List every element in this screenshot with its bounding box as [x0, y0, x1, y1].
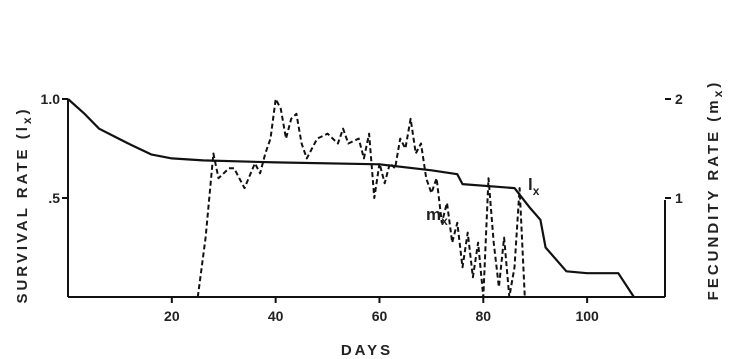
ticks-layer: 20 40 60 80 100 .5 1.0 1 2 — [41, 91, 683, 324]
left-y-tick-label-1: 1.0 — [41, 91, 61, 107]
left-y-tick-label-0: .5 — [48, 190, 60, 206]
fecundity-series-label-sub: x — [441, 214, 448, 228]
x-tick-label-60: 60 — [372, 308, 388, 324]
left-y-axis-title-sub: x — [20, 114, 34, 124]
fecundity-rate-line — [196, 98, 526, 298]
survival-series-label-sub: x — [533, 184, 540, 198]
right-y-tick-label-0: 1 — [675, 190, 683, 206]
right-y-axis-title-main: FECUNDITY RATE (m — [705, 97, 722, 300]
x-tick-label-40: 40 — [268, 308, 284, 324]
survival-series-label: lx — [528, 175, 540, 198]
right-y-axis-title-sub: x — [711, 88, 725, 98]
x-tick-label-80: 80 — [476, 308, 492, 324]
right-y-axis-title: FECUNDITY RATE (mx) — [705, 80, 725, 301]
x-tick-label-20: 20 — [164, 308, 180, 324]
left-y-axis-title: SURVIVAL RATE (lx) — [14, 106, 34, 303]
fecundity-series-label: mx — [426, 205, 448, 228]
left-y-axis-title-main: SURVIVAL RATE (l — [14, 124, 31, 303]
survival-rate-line — [67, 98, 635, 298]
fecundity-series-label-main: m — [426, 205, 441, 224]
survival-series-label-main: l — [528, 175, 533, 194]
x-tick-label-100: 100 — [575, 308, 599, 324]
x-axis-title: DAYS — [341, 342, 393, 359]
right-y-tick-label-1: 2 — [675, 91, 683, 107]
